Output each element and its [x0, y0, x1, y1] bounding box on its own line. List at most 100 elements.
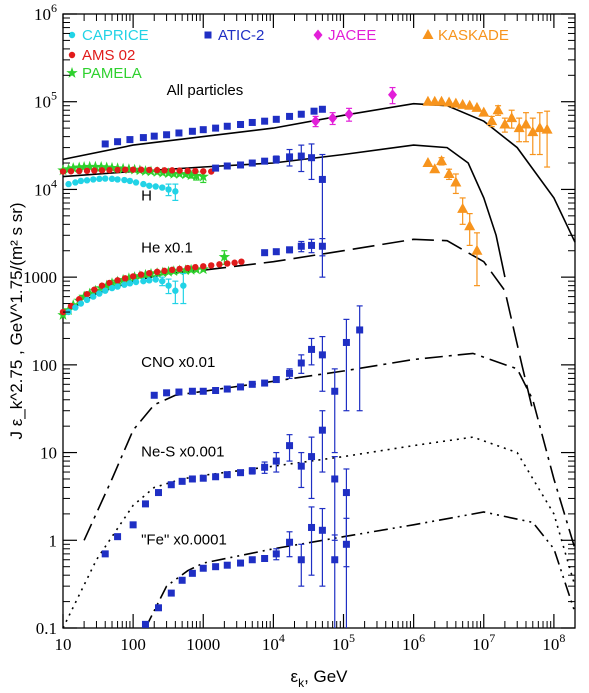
caprice-point [90, 293, 97, 300]
atic2-point [297, 242, 305, 250]
legend-marker [422, 29, 434, 39]
legend-label: AMS 02 [82, 47, 135, 64]
ams02-point [200, 168, 207, 175]
ams02-point [121, 166, 129, 173]
ams02-point [75, 167, 83, 175]
atic2-point [129, 521, 137, 529]
atic2-point [188, 569, 196, 577]
ams02-point [161, 267, 168, 275]
caprice-point [146, 277, 153, 284]
atic2-point [248, 118, 256, 126]
atic2-point [223, 561, 231, 569]
caprice-point [152, 276, 159, 283]
atic2-point [212, 387, 220, 395]
caprice-point [114, 176, 121, 183]
ams02-point [168, 266, 176, 274]
series-label: "Fe" x0.0001 [141, 531, 227, 548]
ams02-point [168, 167, 176, 174]
atic2-point [308, 345, 316, 353]
series-label: H [141, 187, 152, 204]
atic2-point [139, 134, 147, 142]
atic2-point [318, 105, 326, 113]
atic2-point [199, 474, 207, 482]
kaskade-point [443, 167, 455, 178]
x-tick-label: 10 [55, 635, 72, 654]
ams02-point [106, 166, 113, 174]
ams02-point [200, 263, 207, 270]
kaskade-point [450, 176, 462, 187]
atic2-point [318, 175, 326, 183]
atic2-point [114, 533, 122, 541]
series-label: CNO x0.01 [141, 354, 215, 371]
pamela-point [139, 268, 152, 280]
caprice-point [152, 183, 159, 190]
ams02-point [238, 258, 245, 265]
kaskade-point [486, 115, 498, 126]
atic2-point [114, 138, 122, 146]
ams02-point [83, 290, 91, 298]
legend-label: KASKADE [438, 27, 509, 44]
ams02-point [67, 168, 75, 175]
kaskade-point [429, 163, 441, 174]
pamela-point [106, 161, 118, 173]
pamela-point [78, 290, 90, 302]
y-tick-label: 0.1 [36, 619, 57, 638]
legend-label: ATIC-2 [218, 27, 264, 44]
atic2-point [212, 563, 220, 571]
atic2-point [331, 475, 339, 483]
ams02-point [129, 166, 137, 173]
legend-marker [204, 31, 212, 39]
caprice-point [132, 278, 140, 286]
ams02-point [146, 269, 153, 277]
atic2-point [237, 383, 245, 391]
atic2-point [154, 489, 162, 497]
curve-all-particles [62, 102, 576, 243]
atic2-point [331, 556, 339, 564]
ams02-point [137, 166, 145, 173]
legend-marker [66, 67, 78, 78]
atic2-point [286, 153, 294, 161]
jacee-point [328, 112, 338, 124]
kaskade-point [492, 104, 504, 115]
y-tick-label: 1 [49, 531, 58, 550]
ams02-point [216, 261, 223, 268]
ams02-point [91, 167, 98, 174]
ams02-point [153, 268, 161, 276]
pamela-point [139, 165, 152, 176]
atic2-point [342, 489, 350, 497]
legend-marker [313, 29, 323, 41]
atic2-point [248, 467, 256, 475]
legend-label: JACEE [328, 27, 376, 44]
ams02-point [176, 167, 183, 174]
atic2-point [178, 477, 186, 485]
kaskade-point [541, 123, 553, 134]
kaskade-point [478, 106, 490, 117]
ams02-point [114, 166, 121, 174]
x-tick-label: 108 [542, 631, 565, 654]
atic2-point [248, 556, 256, 564]
atic2-point [150, 132, 158, 140]
kaskade-point [506, 112, 518, 123]
ams02-point [98, 282, 106, 289]
caprice-point [180, 282, 187, 289]
ams02-point [208, 262, 215, 269]
atic2-point [318, 242, 326, 250]
legend-marker [68, 31, 76, 39]
atic2-point [272, 457, 280, 465]
series-labels: All particles H He x0.1 CNO x0.01 Ne-S x0.00… [141, 82, 243, 549]
caprice-point [159, 277, 166, 285]
pamela-point [185, 263, 197, 275]
kaskade-point [527, 126, 539, 137]
x-tick-label: 100 [120, 635, 146, 654]
kaskade-point [534, 122, 546, 133]
caprice-point [132, 179, 140, 186]
atic2-point [199, 564, 207, 572]
caprice-point [83, 296, 91, 304]
atic2-point [286, 112, 294, 120]
caprice-point [83, 177, 91, 184]
atic2-point [223, 385, 231, 393]
atic2-point [261, 379, 269, 387]
pamela-point [123, 272, 135, 284]
